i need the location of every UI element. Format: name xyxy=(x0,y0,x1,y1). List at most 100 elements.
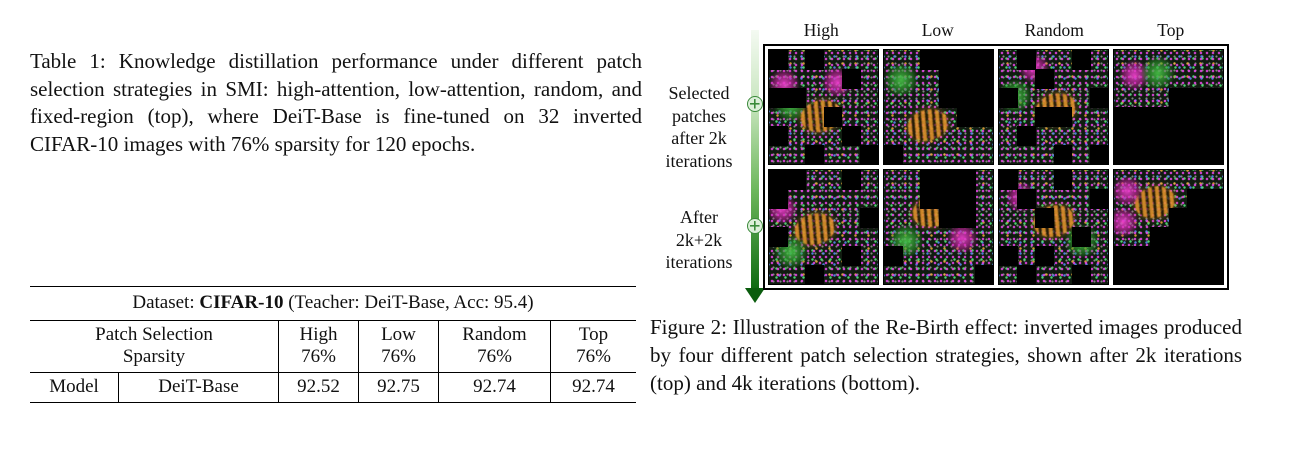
col-label: Random xyxy=(462,324,527,345)
masked-patch xyxy=(859,207,878,228)
masked-patch xyxy=(1186,245,1206,266)
dataset-suffix: (Teacher: DeiT-Base, Acc: 95.4) xyxy=(283,292,534,313)
value-random: 92.74 xyxy=(438,373,550,402)
table-caption: Table 1: Knowledge distillation performa… xyxy=(30,49,642,157)
masked-patch xyxy=(1150,227,1170,247)
masked-patch xyxy=(1114,125,1133,146)
masked-patch xyxy=(1071,50,1091,70)
inverted-image-tile xyxy=(768,169,879,285)
masked-patch xyxy=(956,107,976,127)
masked-patch xyxy=(1132,265,1151,284)
masked-patch xyxy=(974,87,993,108)
masked-patch xyxy=(1186,265,1206,284)
figure-col-label-high: High xyxy=(803,20,839,40)
table-rule-bottom xyxy=(30,402,636,403)
masked-patch xyxy=(1168,125,1188,146)
table-header-row: Patch Selection Sparsity High 76% Low 76… xyxy=(30,321,636,372)
col-sparsity: 76% xyxy=(477,346,512,367)
masked-patch xyxy=(938,87,958,108)
masked-patch xyxy=(974,265,993,284)
masked-patch xyxy=(1132,107,1151,127)
masked-patch xyxy=(1186,125,1206,146)
masked-patch xyxy=(1035,107,1055,127)
masked-patch xyxy=(1186,207,1206,228)
col-sparsity: 76% xyxy=(301,346,336,367)
masked-patch xyxy=(1017,188,1036,209)
col-label: Top xyxy=(578,324,609,345)
masked-patch xyxy=(1132,125,1151,146)
table-col-header-selection: Patch Selection Sparsity xyxy=(30,321,278,372)
results-table: Dataset: CIFAR-10 (Teacher: DeiT-Base, A… xyxy=(30,286,636,403)
masked-patch xyxy=(1114,245,1133,266)
masked-patch xyxy=(938,207,958,228)
masked-patch xyxy=(1186,227,1206,247)
masked-patch xyxy=(1150,265,1170,284)
col-label: High xyxy=(299,324,338,345)
table-rule-mid2 xyxy=(30,372,636,373)
masked-patch xyxy=(1204,87,1223,108)
masked-patch xyxy=(1168,227,1188,247)
masked-patch xyxy=(769,170,788,190)
figure-row-label-2k: Selected patches after 2k iterations xyxy=(665,83,733,171)
masked-patch xyxy=(1053,107,1073,127)
masked-patch xyxy=(999,170,1018,190)
masked-patch xyxy=(1035,245,1055,266)
masked-patch xyxy=(1150,245,1170,266)
value-low: 92.75 xyxy=(358,373,438,402)
masked-patch xyxy=(956,188,976,209)
col-sparsity: 76% xyxy=(576,346,611,367)
figure-row-label-4k: After 2k+2k iterations xyxy=(665,207,733,272)
masked-patch xyxy=(920,50,940,70)
value-high: 92.52 xyxy=(278,373,358,402)
masked-patch xyxy=(1035,207,1055,228)
inverted-image-tile xyxy=(1113,169,1224,285)
masked-patch xyxy=(1186,87,1206,108)
masked-patch xyxy=(1114,107,1133,127)
inverted-image-tile xyxy=(768,49,879,165)
masked-patch xyxy=(769,227,788,247)
masked-patch xyxy=(769,50,788,70)
figure-col-label-random: Random xyxy=(1024,20,1084,40)
masked-patch xyxy=(1150,145,1170,164)
masked-patch xyxy=(1168,265,1188,284)
masked-patch xyxy=(1089,87,1108,108)
masked-patch xyxy=(938,68,958,89)
masked-patch xyxy=(956,207,976,228)
masked-patch xyxy=(841,125,861,146)
figure-caption: Figure 2: Illustration of the Re-Birth e… xyxy=(650,315,1242,395)
masked-patch xyxy=(884,145,903,164)
table-col-header-low: Low 76% xyxy=(358,321,438,372)
masked-patch xyxy=(769,188,788,209)
inverted-image-tile xyxy=(1113,49,1224,165)
masked-patch xyxy=(1053,170,1073,190)
masked-patch xyxy=(1168,87,1188,108)
masked-patch xyxy=(823,107,843,127)
masked-patch xyxy=(1204,107,1223,127)
value-top: 92.74 xyxy=(550,373,636,402)
row-label: Model xyxy=(49,376,99,397)
masked-patch xyxy=(1114,145,1133,164)
masked-patch xyxy=(1204,245,1223,266)
circle-plus-icon xyxy=(747,96,763,112)
masked-patch xyxy=(938,170,958,190)
masked-patch xyxy=(787,87,806,108)
bee-blob xyxy=(903,105,952,146)
masked-patch xyxy=(1168,107,1188,127)
masked-patch xyxy=(1204,207,1223,228)
masked-patch xyxy=(805,265,825,284)
figure-col-label-low: Low xyxy=(921,20,954,40)
masked-patch xyxy=(1168,207,1188,228)
masked-patch xyxy=(1204,227,1223,247)
figure-column-labels: High Low Random Top xyxy=(763,20,1229,41)
model-cells: Model DeiT-Base xyxy=(30,373,278,402)
leaf-blob xyxy=(884,59,924,100)
inverted-image-tile xyxy=(998,169,1109,285)
table-dataset-header: Dataset: CIFAR-10 (Teacher: DeiT-Base, A… xyxy=(30,287,636,320)
masked-patch xyxy=(1053,145,1073,164)
masked-patch xyxy=(1132,145,1151,164)
table-col-header-random: Random 76% xyxy=(438,321,550,372)
masked-patch xyxy=(805,145,825,164)
table-col-header-high: High 76% xyxy=(278,321,358,372)
masked-patch xyxy=(974,50,993,70)
masked-patch xyxy=(1035,68,1055,89)
